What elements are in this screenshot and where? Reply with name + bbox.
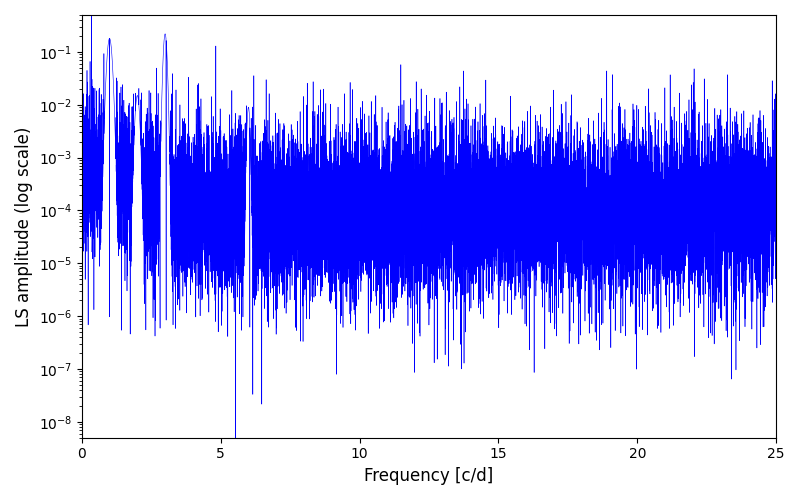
X-axis label: Frequency [c/d]: Frequency [c/d]: [364, 467, 494, 485]
Y-axis label: LS amplitude (log scale): LS amplitude (log scale): [15, 126, 33, 326]
